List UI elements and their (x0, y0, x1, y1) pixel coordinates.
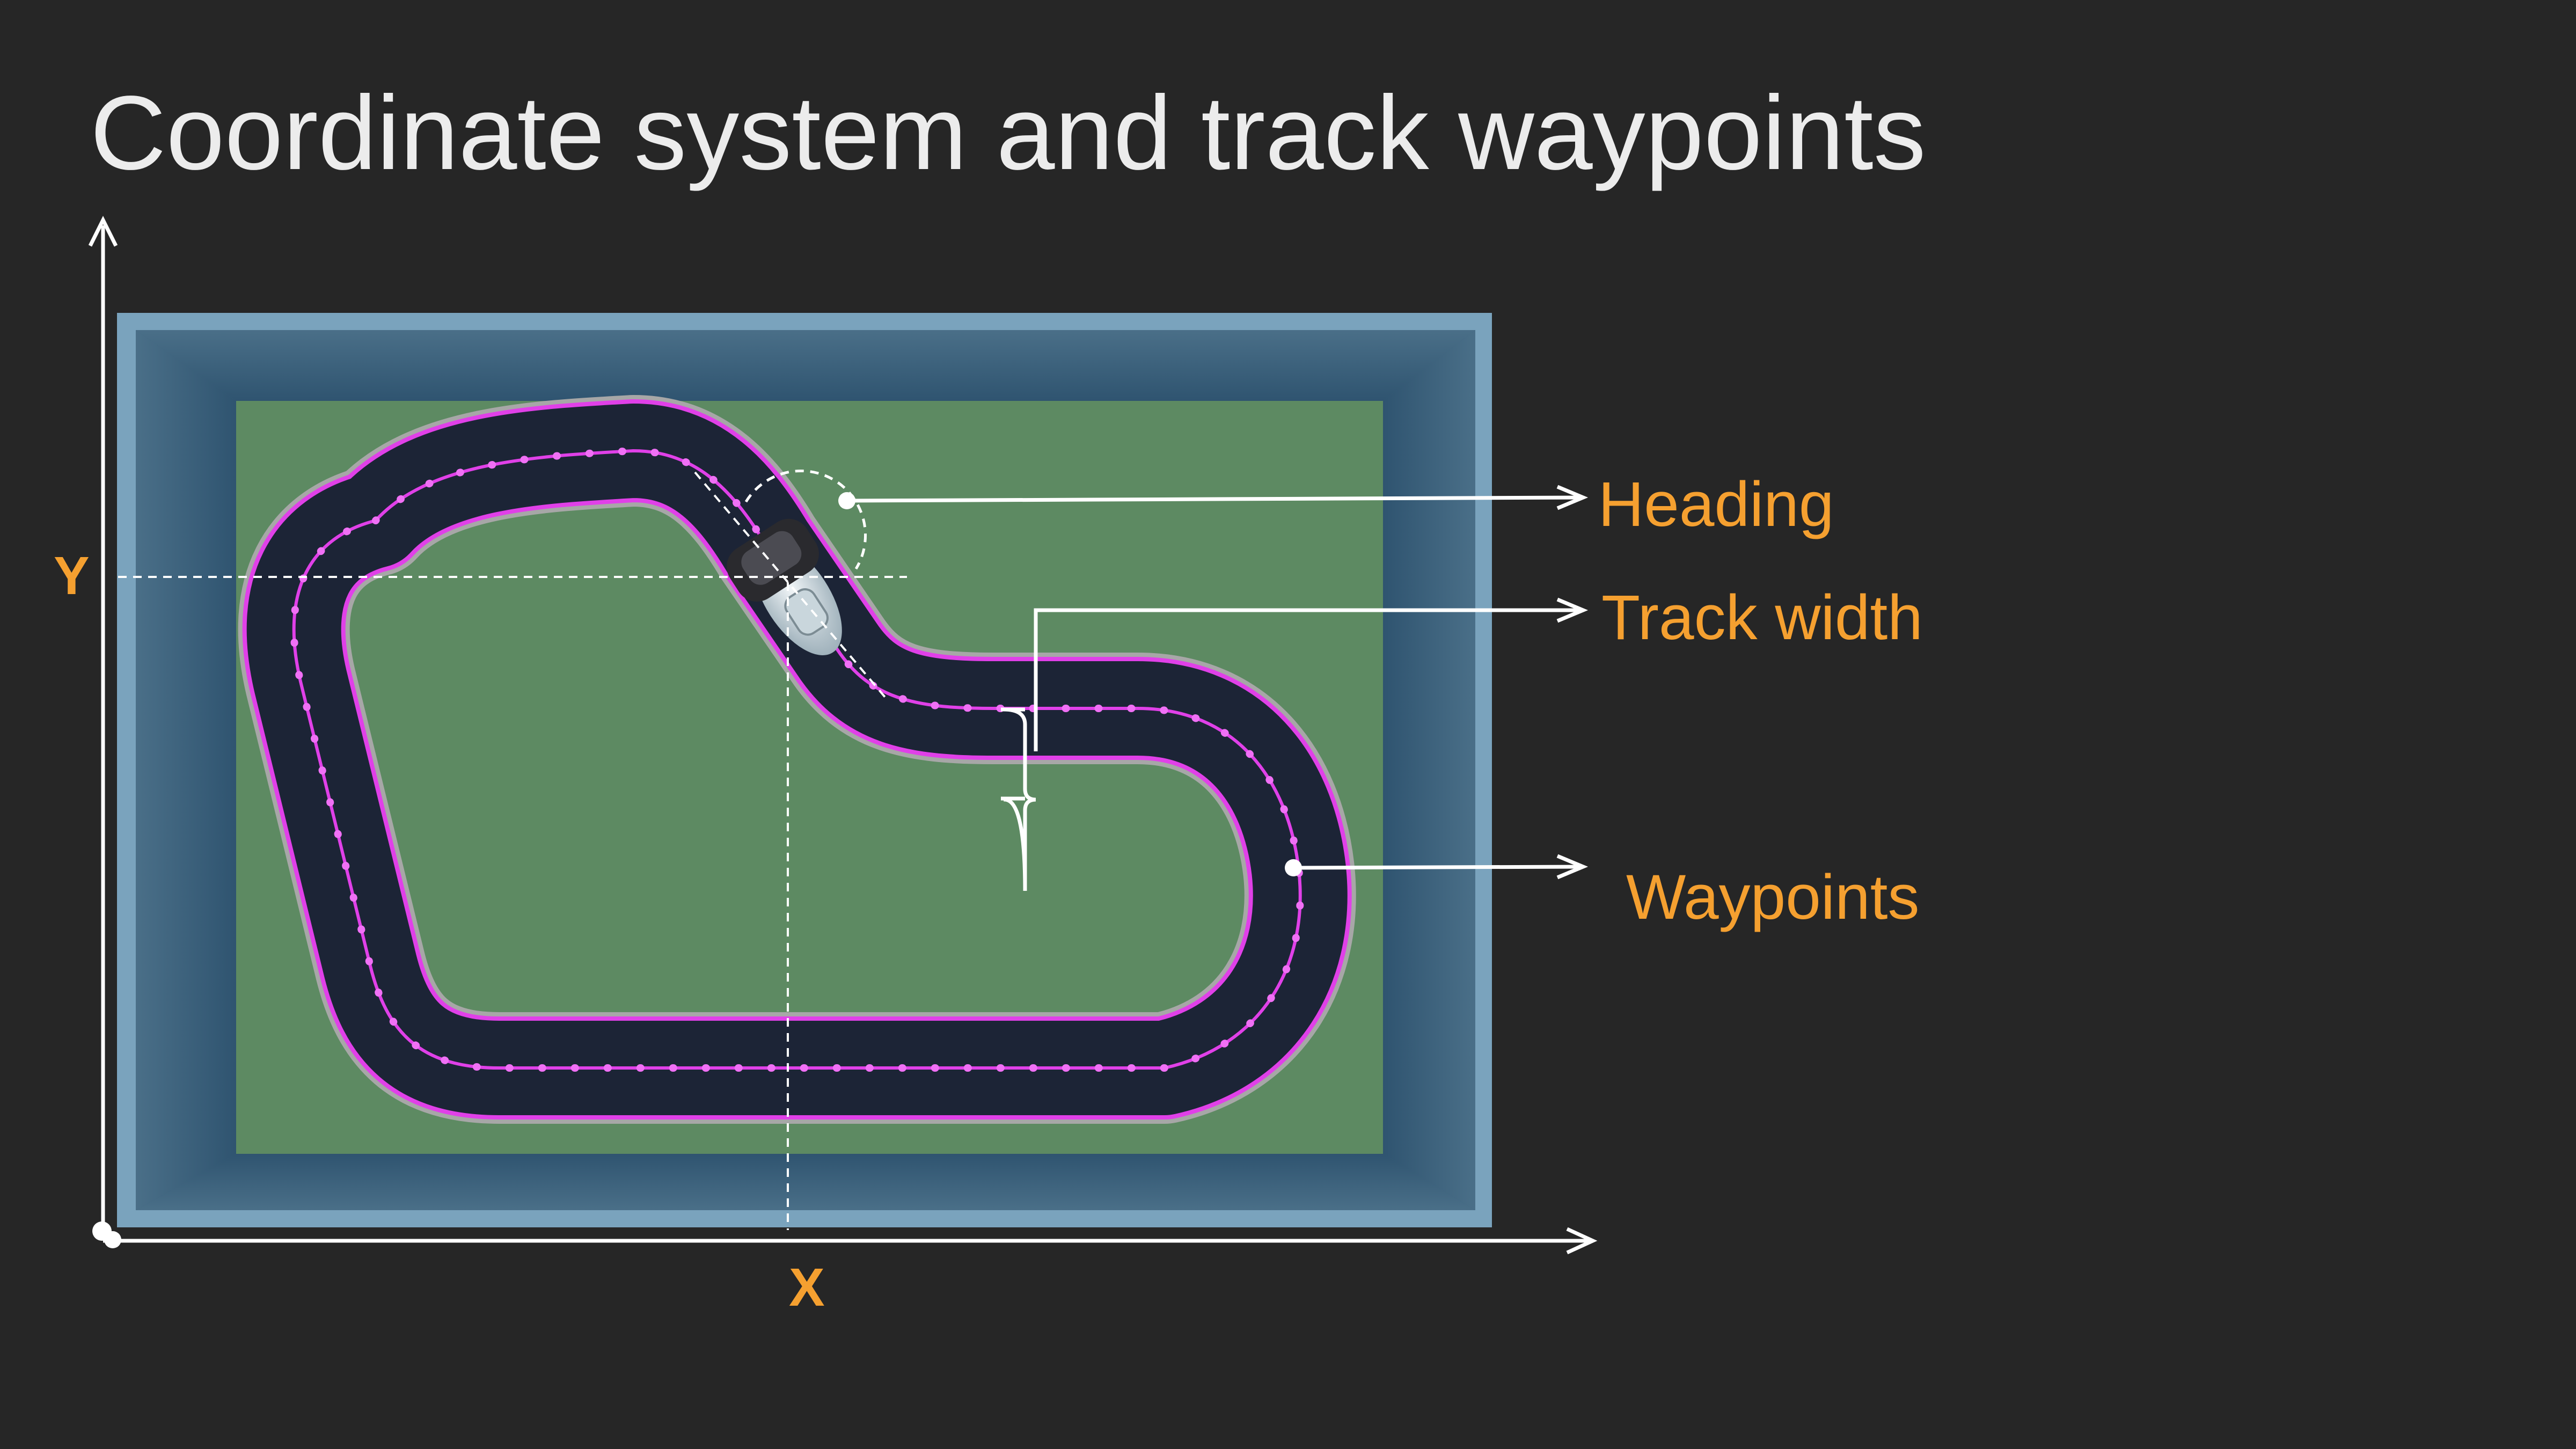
x-axis-label: X (789, 1257, 825, 1318)
arena-wall-bottom (136, 1154, 1475, 1210)
heading-arc (744, 469, 867, 570)
waypoints-callout-label: Waypoints (1626, 862, 1920, 933)
race-track (238, 395, 1356, 1124)
race-car-icon (727, 518, 842, 655)
track-center-dots (290, 447, 1304, 1072)
arena-wall-top (136, 330, 1475, 401)
heading-callout-label: Heading (1598, 469, 1834, 540)
heading-direction-line (694, 471, 887, 699)
track-width-callout-label: Track width (1601, 582, 1923, 653)
arena-wall-right (1383, 330, 1475, 1210)
coordinate-axes (88, 216, 1598, 1255)
heading-callout (838, 485, 1589, 510)
y-axis-arrowhead (88, 216, 118, 247)
y-axis-label: Y (54, 546, 90, 606)
origin-point-secondary (104, 1231, 121, 1248)
x-axis-arrowhead (1566, 1227, 1598, 1255)
slide-title: Coordinate system and track waypoints (90, 74, 1926, 192)
arena-wall-left (136, 330, 236, 1210)
track-width-callout (1001, 597, 1589, 891)
waypoints-callout (1285, 854, 1589, 880)
